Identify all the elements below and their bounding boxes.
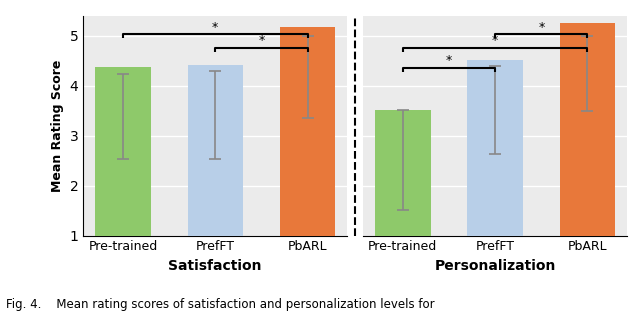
Y-axis label: Mean Rating Score: Mean Rating Score <box>51 59 64 192</box>
Bar <box>280 27 335 236</box>
Bar <box>560 23 615 236</box>
X-axis label: Personalization: Personalization <box>435 259 556 273</box>
X-axis label: Satisfaction: Satisfaction <box>168 259 262 273</box>
Bar <box>188 115 243 236</box>
Text: *: * <box>212 21 218 34</box>
Bar <box>560 73 615 236</box>
Bar <box>280 77 335 236</box>
Bar <box>95 116 150 236</box>
Bar <box>467 60 523 236</box>
Bar <box>375 110 431 236</box>
Bar <box>467 110 523 236</box>
Text: *: * <box>492 34 499 47</box>
Text: *: * <box>446 54 452 67</box>
Text: *: * <box>538 21 545 34</box>
Text: Fig. 4.    Mean rating scores of satisfaction and personalization levels for: Fig. 4. Mean rating scores of satisfacti… <box>6 298 435 311</box>
Text: *: * <box>259 34 264 47</box>
Bar <box>95 67 150 236</box>
Bar <box>188 65 243 236</box>
Bar <box>375 160 431 236</box>
